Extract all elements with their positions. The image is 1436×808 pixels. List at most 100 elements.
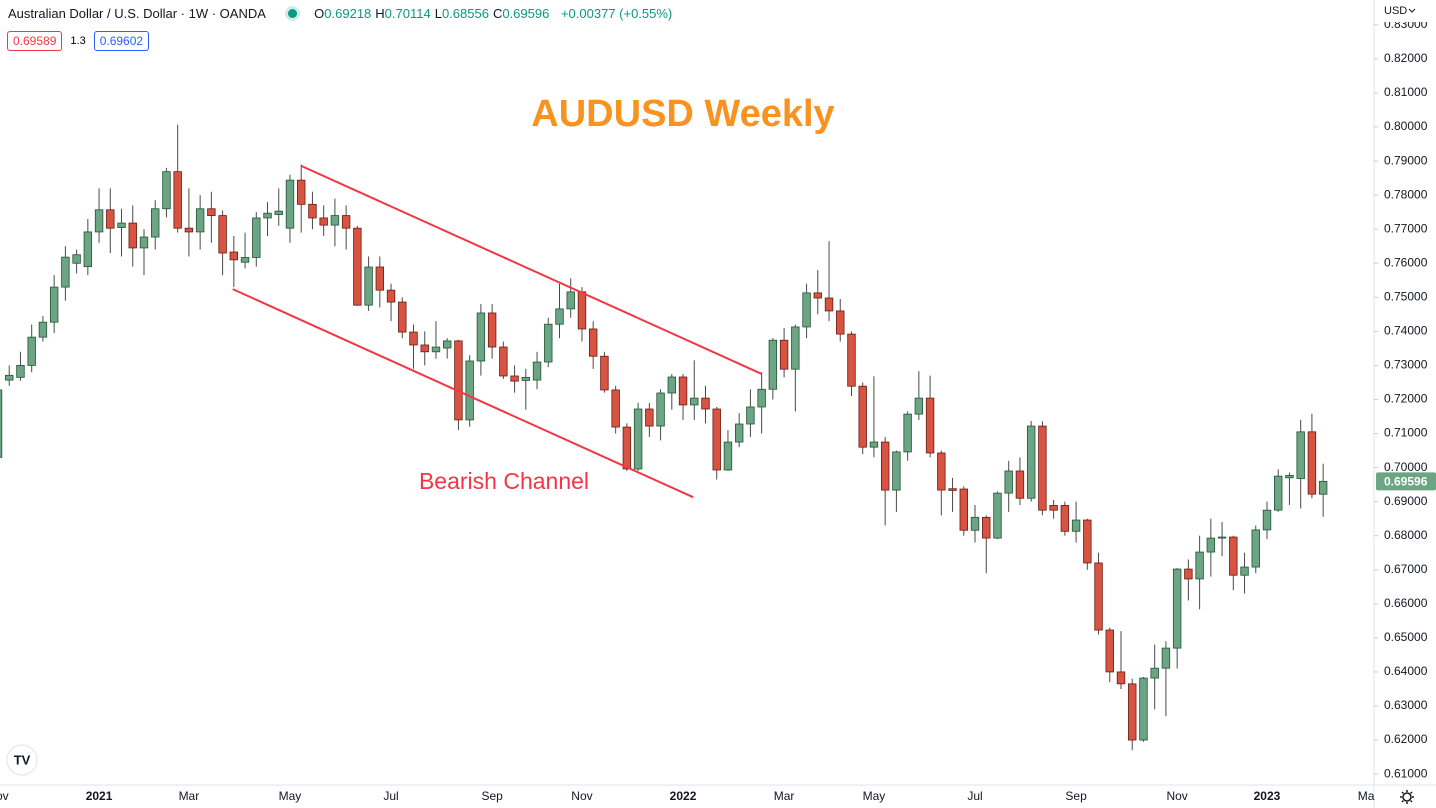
candle-body [240,257,250,263]
x-tick-label: 2021 [86,789,113,803]
candle-body [375,266,385,291]
candle-body [880,441,890,491]
trade-badges: 0.69589 1.3 0.69602 [7,31,150,51]
candle-body [386,289,396,303]
candle-body [937,452,946,491]
candle-body [476,312,486,362]
chart-title: AUDUSD Weekly [531,93,834,135]
candle-body [1105,629,1114,673]
candle-body [319,217,328,226]
last-price-box [1376,472,1436,491]
candle-body [353,227,362,306]
candle-body [858,385,867,448]
change: +0.00377 (+0.55%) [560,6,673,21]
y-tick-label: 0.62000 [1384,732,1428,746]
candle-body [555,308,564,325]
y-tick-label: 0.65000 [1384,630,1428,644]
candle-body [1274,475,1283,511]
candle-body [544,323,553,363]
candle-body [566,291,575,310]
candle-body [925,397,935,454]
candle-body [959,488,968,531]
ohlc-label: L [434,6,442,21]
y-tick-label: 0.74000 [1384,324,1428,338]
candle-body [813,292,822,299]
candle-body [768,339,778,390]
y-tick-label: 0.70000 [1384,460,1428,474]
candle-body [824,297,834,312]
candle-body [94,209,104,233]
candle-body [645,408,654,427]
candle-body [297,179,306,205]
candle-body [16,365,25,378]
candle-body [49,286,59,323]
x-tick-label: Jul [383,789,398,803]
spread: 1.3 [70,35,86,47]
x-tick-label: Nov [1166,789,1187,803]
candle-body [869,441,879,448]
candle-body [633,408,643,470]
settings-icon[interactable] [1400,790,1414,804]
candle-body [746,406,755,425]
tv-logo[interactable]: TV [6,744,38,776]
x-tick-label: Nov [0,789,9,803]
currency-button[interactable]: USD [1384,5,1407,17]
x-tick-label: Mar [774,789,795,803]
annotation: Bearish Channel [419,468,589,494]
x-tick-label: Mar [179,789,200,803]
candle-body [420,344,429,353]
y-tick-label: 0.82000 [1384,51,1428,65]
currency-caret [1408,8,1416,13]
candle-body [1262,509,1272,531]
candle-body [117,222,126,228]
y-tick-label: 0.75000 [1384,289,1428,303]
x-tick-label: Nov [571,789,592,803]
symbol-title: Australian Dollar / U.S. Dollar · 1W · O… [8,6,266,21]
candle-body [1240,566,1249,576]
candle-body [1026,425,1036,499]
y-tick-label: 0.79000 [1384,153,1428,167]
candle-body [970,516,980,531]
y-tick-label: 0.71000 [1384,426,1428,440]
candle-body [184,227,194,233]
candle-body [723,441,733,471]
x-tick-label: Jul [967,789,982,803]
candle-body [431,346,441,353]
candle-body [364,266,373,306]
candle-body [72,254,81,264]
ohlc-label: C [492,6,503,21]
candle-body [1184,568,1193,580]
bid-badge[interactable]: 0.69589 [7,31,63,51]
candle-body [577,291,587,330]
candle-body [341,215,351,229]
candle-body [1172,568,1182,649]
candle-body [0,389,3,458]
candle-body [1195,551,1204,580]
candle-body [1217,536,1227,539]
ask-badge[interactable]: 0.69602 [93,31,150,51]
candle-body [1307,431,1317,495]
candle-body [1015,470,1025,499]
x-tick-label: Sep [1065,789,1087,803]
candle-body [779,339,789,370]
candle-body [701,397,710,410]
x-tick-label: 2022 [670,789,697,803]
x-tick-label: 2023 [1254,789,1281,803]
candle-body [162,171,171,210]
candle-body [128,222,137,249]
candle-body [1251,529,1260,568]
candle-body [27,336,36,366]
candle-body [207,208,216,216]
candle-body [588,328,598,357]
candle-body [5,374,14,381]
y-tick-label: 0.67000 [1384,562,1428,576]
y-tick-label: 0.69000 [1384,494,1428,508]
candle-body [263,212,272,219]
candle-body [836,310,845,335]
candle-body [38,321,48,338]
candle-body [1206,537,1216,553]
y-tick-label: 0.77000 [1384,221,1428,235]
candle-body [1004,470,1013,494]
